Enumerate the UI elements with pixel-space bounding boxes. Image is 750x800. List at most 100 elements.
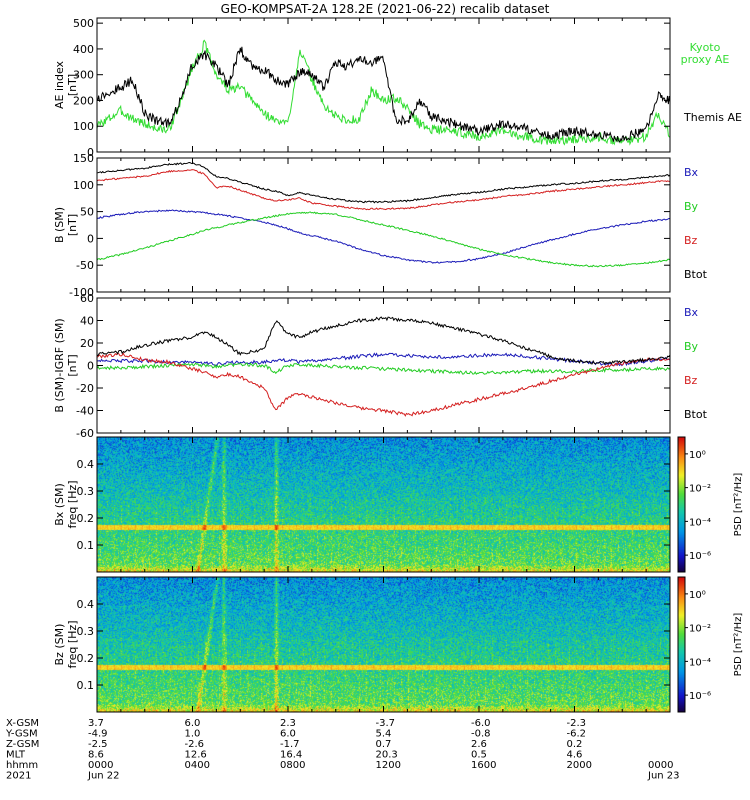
legend-by: By — [684, 200, 699, 213]
x-row-value: 6.0 — [280, 729, 296, 740]
y-tick-label: -50 — [76, 259, 94, 272]
x-row-value: -6.0 — [471, 718, 491, 729]
series-line-by — [97, 362, 670, 375]
x-row-value: 0.5 — [471, 750, 487, 761]
x-row-name: Z-GSM — [6, 739, 39, 750]
y-tick-label: 300 — [73, 69, 94, 82]
panel-spec_bz: 0.1 0.2 0.3 0.4 Bz (SM) freq [Hz] 10⁰ 10⁻² 10⁻⁴ 1… — [53, 576, 744, 713]
x-row-name: MLT — [6, 750, 26, 761]
x-row-value: -1.7 — [280, 739, 300, 750]
x-row-value: 2.6 — [471, 739, 487, 750]
y-tick-label: 0 — [87, 360, 94, 373]
panel-ae: 0 100 200 300 400 500 AE index [nT] Kyoto proxy A… — [53, 17, 742, 159]
x-row-value: 0400 — [185, 760, 210, 771]
spectrogram-image — [97, 437, 670, 572]
colorbar-tick-label: 10⁻⁶ — [689, 691, 711, 702]
series-line-bx — [97, 209, 670, 264]
x-row-name: 2021 — [6, 771, 31, 782]
colorbar-label: PSD [nT²/Hz] — [733, 613, 744, 677]
legend-btot: Btot — [684, 268, 708, 281]
series-line-bz — [97, 352, 670, 417]
y-tick-label: 0 — [87, 146, 94, 159]
x-row-value: 1600 — [471, 760, 496, 771]
colorbar-tick-label: 10⁻⁴ — [689, 657, 711, 668]
x-row-value: -4.9 — [88, 729, 108, 740]
y-tick-label: 20 — [80, 337, 94, 350]
y-axis-label: AE index — [53, 60, 66, 109]
colorbar-tick-label: 10⁰ — [689, 450, 706, 461]
legend-kyoto: Kyoto proxy AE — [681, 41, 730, 66]
plot-area — [97, 39, 670, 146]
y-tick-label: 0.3 — [77, 625, 95, 638]
x-row-value: -6.2 — [567, 729, 587, 740]
y-tick-label: 0.1 — [77, 679, 95, 692]
y-tick-label: 500 — [73, 17, 94, 30]
x-row-value: 4.6 — [567, 750, 583, 761]
y-tick-label: 0 — [87, 232, 94, 245]
x-row-value: 0000 — [648, 760, 673, 771]
x-row-value: 0800 — [280, 760, 305, 771]
spectrogram-image — [97, 577, 670, 712]
x-row-value: -2.3 — [567, 718, 587, 729]
y-tick-label: 0.3 — [77, 485, 95, 498]
panel-b: -100 -50 0 50 100 150 B (SM) [nT] Bx By Bz Btot — [53, 152, 708, 299]
x-row-name: hhmm — [6, 760, 38, 771]
x-row-value: 0000 — [88, 760, 113, 771]
series-line-btot — [97, 161, 670, 204]
legend-bx: Bx — [684, 306, 699, 319]
colorbar-tick-label: 10⁻⁶ — [689, 551, 711, 562]
y-tick-label: 200 — [73, 94, 94, 107]
y-tick-label: -40 — [76, 405, 94, 418]
y-tick-label: 0.1 — [77, 539, 95, 552]
legend-by: By — [684, 340, 699, 353]
y-tick-label: -100 — [69, 286, 94, 299]
x-row-value: Jun 22 — [87, 771, 120, 782]
y-tick-label: 40 — [80, 315, 94, 328]
y-axis-unit: freq [Hz] — [66, 620, 79, 668]
y-axis-label: B (SM) — [53, 207, 66, 243]
x-row-value: -2.5 — [88, 739, 108, 750]
plot-area — [97, 161, 670, 268]
legend-themis: Themis AE — [683, 111, 742, 124]
panel-spec_bx: 0.1 0.2 0.3 0.4 Bx (SM) freq [Hz] 10⁰ 10⁻² 10⁻⁴ 1… — [53, 436, 744, 573]
legend-bz: Bz — [684, 374, 698, 387]
x-row-name: X-GSM — [6, 718, 39, 729]
series-line-by — [97, 211, 670, 268]
colorbar-tick-label: 10⁻² — [689, 624, 711, 635]
x-row-value: 12.6 — [185, 750, 207, 761]
legend-bz: Bz — [684, 234, 698, 247]
legend-bx: Bx — [684, 166, 699, 179]
x-row-value: 8.6 — [88, 750, 104, 761]
y-axis-unit: [nT] — [66, 354, 79, 376]
y-axis-unit: freq [Hz] — [66, 480, 79, 528]
x-row-value: Jun 23 — [647, 771, 680, 782]
colorbar-tick-label: 10⁻² — [689, 484, 711, 495]
y-tick-label: 100 — [73, 120, 94, 133]
y-axis-unit: [nT] — [66, 74, 79, 96]
x-row-value: 2000 — [567, 760, 592, 771]
x-row-value: 20.3 — [376, 750, 398, 761]
panel-db: -60 -40 -20 0 20 40 60 B (SM)-IGRF (SM) [nT] Bx By… — [53, 292, 708, 440]
y-tick-label: 150 — [73, 152, 94, 165]
x-row-value: 5.4 — [376, 729, 392, 740]
y-tick-label: 0.2 — [77, 512, 95, 525]
y-tick-label: 60 — [80, 292, 94, 305]
y-axis-unit: [nT] — [66, 214, 79, 236]
y-tick-label: 0.4 — [77, 458, 95, 471]
x-row-value: 2.3 — [280, 718, 296, 729]
colorbar — [678, 577, 685, 712]
y-axis-label: B (SM)-IGRF (SM) — [53, 318, 66, 412]
series-line-themis-ae — [97, 46, 670, 143]
x-row-value: 6.0 — [185, 718, 201, 729]
x-row-value: -3.7 — [376, 718, 396, 729]
x-row-value: 0.2 — [567, 739, 583, 750]
x-axis-labels: X-GSM 3.7 6.0 2.3 -3.7 -6.0 -2.3Y-GSM -4.9 1.0 6.… — [5, 718, 680, 782]
y-tick-label: 400 — [73, 43, 94, 56]
y-tick-label: 100 — [73, 179, 94, 192]
series-line-btot — [97, 316, 670, 366]
x-row-value: 3.7 — [88, 718, 104, 729]
y-tick-label: -20 — [76, 382, 94, 395]
y-axis-label: Bz (SM) — [53, 624, 66, 666]
